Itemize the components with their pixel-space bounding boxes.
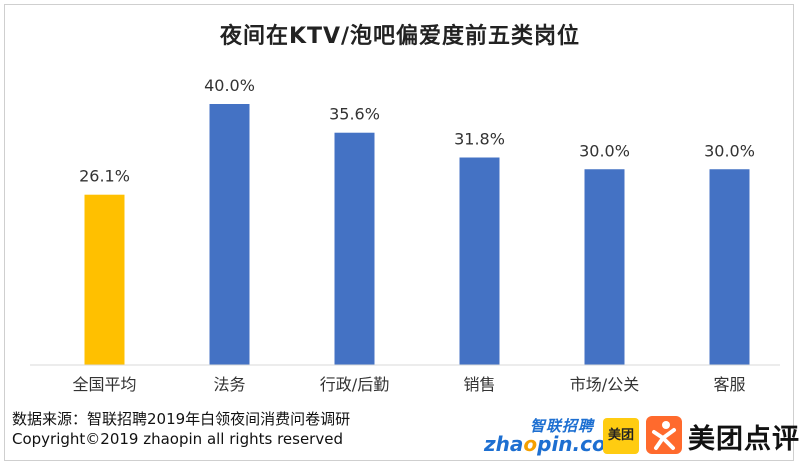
bar-value-label: 35.6% [329,105,380,124]
bar [709,169,750,365]
bar [334,132,375,365]
category-label: 全国平均 [72,375,136,394]
category-label: 客服 [713,375,745,394]
bar [84,194,125,365]
bar [459,157,500,365]
bar-value-label: 30.0% [579,141,630,160]
bar-value-label: 26.1% [79,167,130,186]
zhaopin-logo-cn: 智联招聘 [530,417,595,435]
copyright-line: Copyright©2019 zhaopin all rights reserv… [12,430,343,448]
chart-frame [4,4,794,461]
bar-value-label: 30.0% [704,141,755,160]
bar-value-label: 40.0% [204,76,255,95]
zhaopin-logo-en-pre: zha [484,432,524,456]
zhaopin-logo-en-o: o [523,432,538,456]
bar [584,169,625,365]
meituan-dianping-icon [646,416,682,454]
meituan-logo: 美团 [603,418,639,454]
category-label: 行政/后勤 [320,375,389,394]
meituan-dianping-logo-text: 美团点评 [688,424,800,455]
category-label: 销售 [463,375,495,394]
source-note: 数据来源：智联招聘2019年白领夜间消费问卷调研 Copyright©2019 … [12,409,350,449]
bar-value-label: 31.8% [454,130,505,149]
source-line: 数据来源：智联招聘2019年白领夜间消费问卷调研 [12,410,351,428]
category-label: 法务 [213,375,245,394]
chart-title: 夜间在KTV/泡吧偏爱度前五类岗位 [219,24,581,49]
category-label: 市场/公关 [570,375,639,394]
bar [209,104,250,365]
